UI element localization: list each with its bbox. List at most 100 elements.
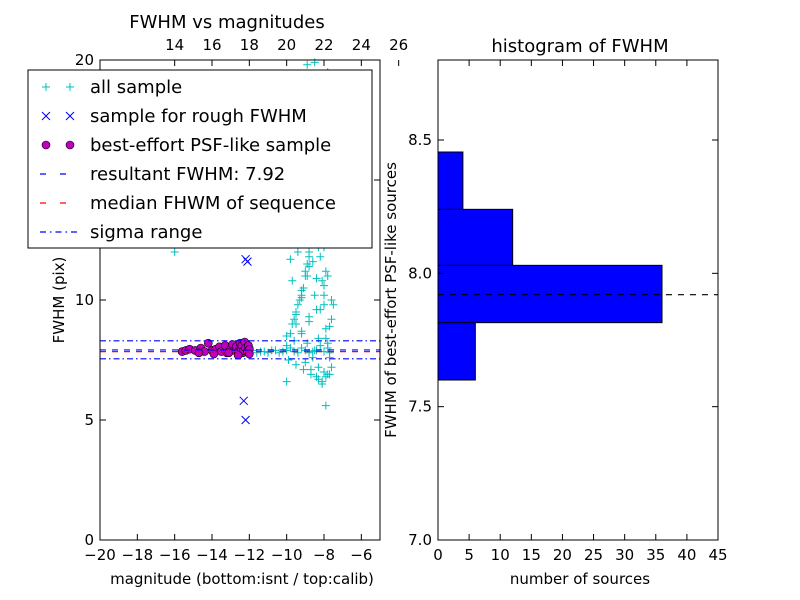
legend-label: sample for rough FWHM xyxy=(90,106,307,127)
histogram-bar xyxy=(437,208,514,266)
legend-label: median FHWM of sequence xyxy=(90,193,336,214)
all-sample-point xyxy=(325,322,334,331)
all-sample-point xyxy=(323,339,332,348)
all-sample-point xyxy=(312,305,321,314)
all-sample-point xyxy=(327,315,336,324)
legend-entry: best-effort PSF-like sample xyxy=(41,135,331,156)
all-sample-point xyxy=(323,272,332,280)
best-effort-point xyxy=(194,348,204,358)
all-sample-point xyxy=(325,353,334,362)
all-sample-point xyxy=(286,329,295,338)
scatter-y-tick-label: 0 xyxy=(84,531,94,549)
all-sample-point xyxy=(292,310,300,319)
scatter-y-tick-label: 20 xyxy=(75,51,94,69)
legend-label: best-effort PSF-like sample xyxy=(90,135,331,156)
all-sample-point xyxy=(293,300,302,309)
all-sample-point xyxy=(327,296,336,304)
scatter-x-tick-label: −6 xyxy=(350,546,372,564)
all-sample-point xyxy=(290,315,299,324)
legend-label: resultant FWHM: 7.92 xyxy=(90,164,285,185)
all-sample-point xyxy=(310,291,319,300)
scatter-x-tick-label: −20 xyxy=(84,546,116,564)
legend-label: sigma range xyxy=(90,222,202,243)
legend-entries: all sample sample for rough FWHM best-effo… xyxy=(40,77,336,243)
rough-sample-point xyxy=(241,415,250,425)
histogram-y-tick-label: 7.5 xyxy=(408,398,432,416)
histogram-bar xyxy=(437,322,476,381)
legend-entry: all sample xyxy=(42,77,182,98)
all-sample-point xyxy=(305,252,314,261)
all-sample-point xyxy=(286,255,295,264)
all-sample-point xyxy=(316,252,325,261)
all-sample-point xyxy=(312,274,321,283)
histogram-y-tick-label: 8.0 xyxy=(408,264,432,282)
histogram-x-tick-label: 5 xyxy=(464,546,474,564)
all-sample-point xyxy=(305,262,314,271)
histogram-marks xyxy=(437,151,718,381)
scatter-x-tick-label: −8 xyxy=(313,546,335,564)
all-sample-point xyxy=(293,248,302,256)
scatter-y-axis-label: FWHM (pix) xyxy=(50,257,68,344)
all-sample-point xyxy=(308,257,317,266)
histogram-x-tick-label: 15 xyxy=(522,546,541,564)
histogram-x-tick-label: 20 xyxy=(553,546,572,564)
histogram-ticks: 0 5 10 15 20 25 30 35 40 45 7.0 7.5 8.0 8.5 xyxy=(408,60,728,564)
scatter-x-tick-label: −10 xyxy=(271,546,303,564)
all-sample-point xyxy=(327,363,336,372)
all-sample-point xyxy=(318,380,327,388)
histogram-y-tick-label: 8.5 xyxy=(408,131,432,149)
all-sample-point xyxy=(305,317,314,326)
histogram-x-tick-label: 25 xyxy=(584,546,603,564)
scatter-x-tick-label: −14 xyxy=(196,546,228,564)
scatter-top-tick-label: 20 xyxy=(277,36,296,54)
histogram-frame xyxy=(437,59,719,541)
all-sample-point xyxy=(320,300,328,309)
legend-x-marker xyxy=(41,111,51,121)
best-effort-point xyxy=(233,350,243,360)
legend-entry: sigma range xyxy=(40,222,202,243)
legend-plus-marker xyxy=(66,83,74,91)
histogram-x-tick-label: 45 xyxy=(708,546,727,564)
histogram-x-tick-label: 35 xyxy=(646,546,665,564)
all-sample-point xyxy=(284,356,293,364)
scatter-title: FWHM vs magnitudes xyxy=(129,12,324,33)
scatter-legend: all sample sample for rough FWHM best-effo… xyxy=(27,69,373,249)
all-sample-point xyxy=(308,353,317,362)
all-sample-point xyxy=(321,401,330,410)
all-sample-point xyxy=(292,320,300,328)
all-sample-point xyxy=(316,341,325,350)
all-sample-point xyxy=(318,276,327,285)
legend-entry: sample for rough FWHM xyxy=(41,106,307,127)
scatter-x-tick-label: −12 xyxy=(234,546,266,564)
histogram-x-tick-label: 30 xyxy=(615,546,634,564)
scatter-top-tick-label: 14 xyxy=(165,36,184,54)
all-sample-point xyxy=(288,276,297,285)
histogram-x-axis-label: number of sources xyxy=(510,570,650,588)
histogram-panel: 0 5 10 15 20 25 30 35 40 45 7.0 7.5 8.0 8.5 histogram… xyxy=(382,36,728,588)
best-effort-point xyxy=(224,348,234,358)
all-sample-point xyxy=(320,291,328,300)
all-sample-point xyxy=(321,372,330,381)
legend-circle-marker xyxy=(65,140,75,150)
all-sample-point xyxy=(321,267,330,276)
histogram-x-tick-label: 10 xyxy=(491,546,510,564)
all-sample-point xyxy=(301,267,310,276)
scatter-x-axis-label: magnitude (bottom:isnt / top:calib) xyxy=(110,570,374,588)
scatter-top-tick-label: 16 xyxy=(202,36,221,54)
legend-box xyxy=(27,69,373,249)
legend-x-marker xyxy=(65,111,75,121)
all-sample-point xyxy=(282,377,291,386)
all-sample-point xyxy=(303,60,312,69)
histogram-y-axis-label: FWHM of best-effort PSF-like sources xyxy=(382,162,400,438)
scatter-x-tick-label: −16 xyxy=(159,546,191,564)
scatter-top-tick-label: 18 xyxy=(240,36,259,54)
all-sample-point xyxy=(299,365,308,374)
all-sample-point xyxy=(320,281,328,290)
all-sample-point xyxy=(297,293,306,302)
histogram-title: histogram of FWHM xyxy=(491,36,668,57)
histogram-y-tick-label: 7.0 xyxy=(408,531,432,549)
all-sample-point xyxy=(314,375,323,384)
all-sample-point xyxy=(282,341,291,350)
legend-label: all sample xyxy=(90,77,182,98)
